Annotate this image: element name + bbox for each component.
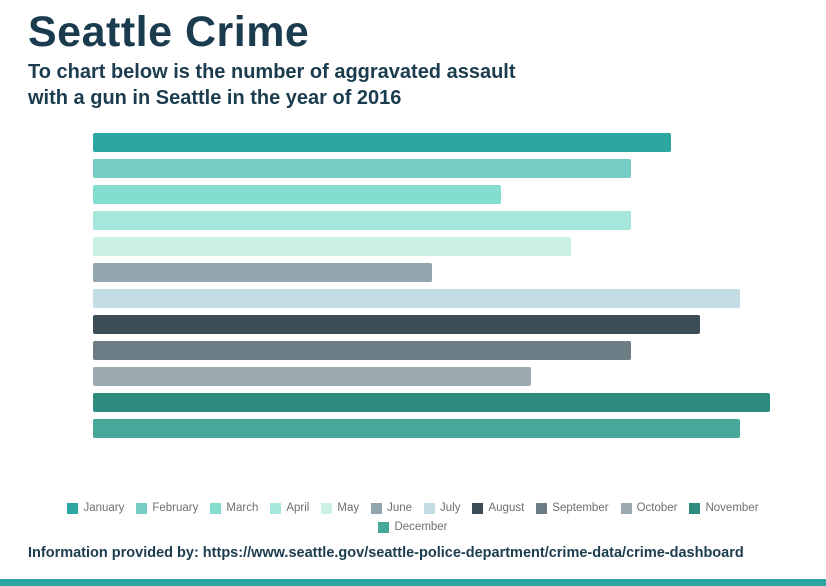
legend-swatch-march <box>210 502 222 514</box>
bar-march <box>93 185 502 205</box>
bar-april <box>93 211 631 231</box>
legend-label-october: October <box>636 502 678 515</box>
legend-label-may: May <box>337 502 360 515</box>
bar-february <box>93 159 631 179</box>
bar-june <box>93 263 432 283</box>
legend-swatch-august <box>472 502 484 514</box>
legend-row-1: January February March April May June July Augu… <box>0 502 826 514</box>
bar-row-august <box>93 315 810 335</box>
legend-label-july: July <box>440 502 461 515</box>
legend-label-june: June <box>387 502 413 515</box>
legend-row-2: December <box>0 521 826 533</box>
legend-item-october: October <box>620 502 678 515</box>
legend-item-june: June <box>371 502 412 514</box>
legend-swatch-may <box>321 502 333 514</box>
legend-item-july: July <box>424 502 460 514</box>
bar-january <box>93 133 671 153</box>
legend-label-august: August <box>488 502 525 515</box>
chart-subtitle-line-2: with a gun in Seattle in the year of 201… <box>28 87 402 110</box>
legend-swatch-april <box>270 502 282 514</box>
bar-row-april <box>93 211 810 231</box>
legend-item-may: May <box>321 502 359 514</box>
legend-label-november: November <box>705 502 759 515</box>
legend-swatch-november <box>689 502 701 514</box>
legend-swatch-december <box>378 521 390 533</box>
legend-item-march: March <box>210 502 258 514</box>
chart-legend: January February March April May June July Augu… <box>0 502 826 533</box>
legend-swatch-january <box>67 502 79 514</box>
legend-swatch-october <box>620 502 632 514</box>
bar-row-july <box>93 289 810 309</box>
legend-item-february: February <box>136 502 198 514</box>
page-title: Seattle Crime <box>28 8 310 56</box>
legend-item-january: January <box>67 502 124 514</box>
bar-row-october <box>93 367 810 387</box>
bar-november <box>93 393 771 413</box>
legend-swatch-september <box>536 502 548 514</box>
legend-label-february: February <box>152 502 199 515</box>
bottom-accent-bar <box>0 579 826 586</box>
bar-row-march <box>93 185 810 205</box>
legend-label-december: December <box>394 521 448 534</box>
legend-item-april: April <box>270 502 309 514</box>
legend-item-november: November <box>689 502 759 515</box>
bar-october <box>93 367 532 387</box>
legend-label-september: September <box>552 502 609 515</box>
bar-august <box>93 315 701 335</box>
bar-row-june <box>93 263 810 283</box>
legend-item-september: September <box>536 502 609 515</box>
bar-july <box>93 289 741 309</box>
bar-row-december <box>93 419 810 439</box>
legend-item-august: August <box>472 502 524 514</box>
chart-header: Seattle Crime To chart below is the numb… <box>0 0 826 111</box>
source-attribution: Information provided by: https://www.sea… <box>28 545 744 562</box>
chart-subtitle-line-1: To chart below is the number of aggravat… <box>28 61 516 84</box>
legend-label-april: April <box>286 502 310 515</box>
legend-swatch-february <box>136 502 148 514</box>
bar-december <box>93 419 741 439</box>
bar-may <box>93 237 571 257</box>
bar-chart <box>93 133 810 439</box>
chart-subtitle: To chart below is the number of aggravat… <box>28 59 798 111</box>
legend-label-march: March <box>226 502 259 515</box>
bar-row-february <box>93 159 810 179</box>
bar-september <box>93 341 631 361</box>
legend-label-january: January <box>83 502 125 515</box>
legend-swatch-july <box>424 502 436 514</box>
legend-swatch-june <box>371 502 383 514</box>
bar-row-may <box>93 237 810 257</box>
bar-row-january <box>93 133 810 153</box>
legend-item-december: December <box>378 521 448 534</box>
bar-row-november <box>93 393 810 413</box>
bar-row-september <box>93 341 810 361</box>
